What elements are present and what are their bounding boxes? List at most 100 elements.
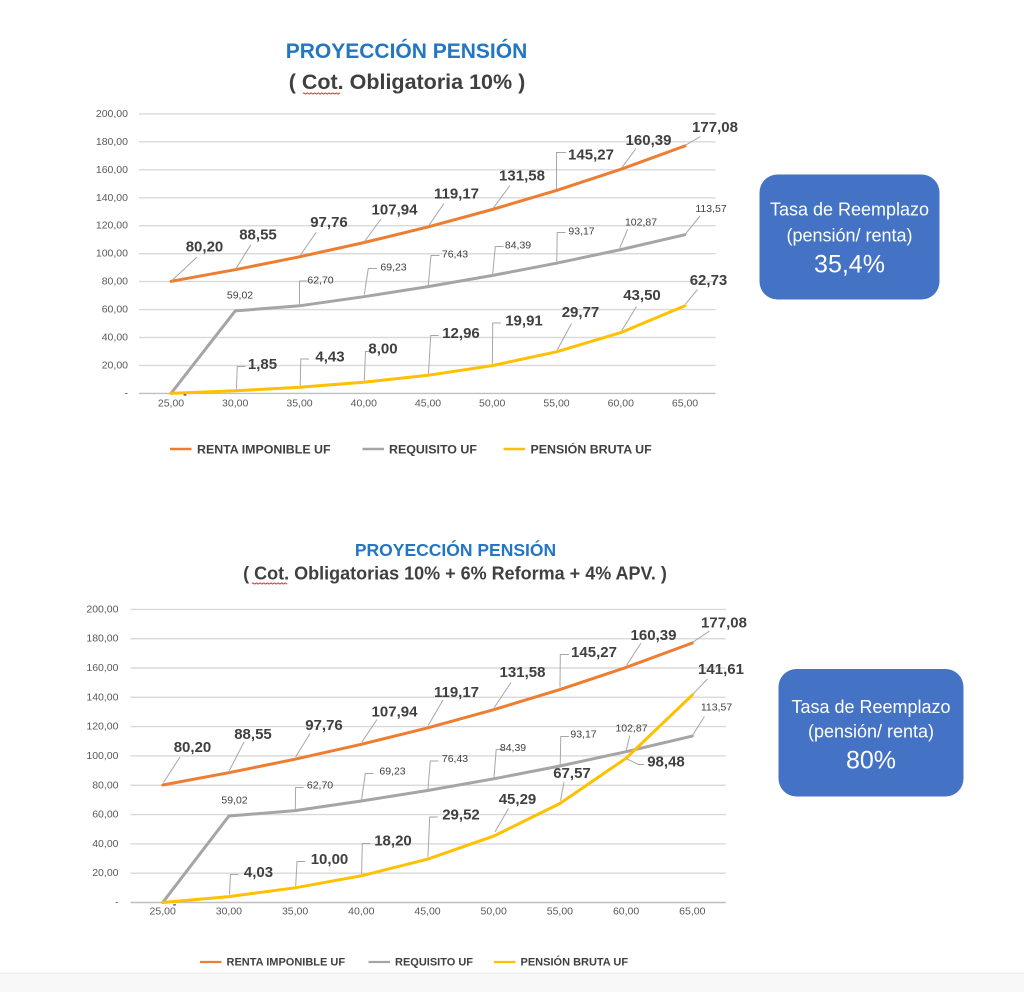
svg-text:76,43: 76,43	[442, 249, 468, 261]
svg-text:80%: 80%	[846, 747, 896, 775]
svg-text:-: -	[183, 389, 187, 401]
svg-text:200,00: 200,00	[86, 603, 118, 615]
svg-text:62,70: 62,70	[307, 780, 333, 792]
svg-text:25,00: 25,00	[150, 906, 176, 918]
svg-text:55,00: 55,00	[547, 906, 573, 918]
svg-text:102,87: 102,87	[625, 217, 657, 229]
svg-text:84,39: 84,39	[505, 240, 531, 252]
svg-text:76,43: 76,43	[442, 753, 468, 765]
svg-text:Tasa de Reemplazo: Tasa de Reemplazo	[791, 697, 950, 717]
svg-text:119,17: 119,17	[434, 186, 479, 203]
svg-text:160,00: 160,00	[86, 662, 118, 674]
svg-text:25,00: 25,00	[158, 398, 184, 410]
svg-text:60,00: 60,00	[92, 809, 118, 821]
svg-text:-: -	[125, 387, 129, 399]
svg-text:141,61: 141,61	[698, 661, 744, 678]
svg-text:RENTA IMPONIBLE UF: RENTA IMPONIBLE UF	[227, 957, 346, 969]
svg-text:18,20: 18,20	[374, 833, 412, 850]
svg-text:97,76: 97,76	[305, 717, 343, 734]
svg-text:59,02: 59,02	[221, 795, 247, 807]
svg-text:40,00: 40,00	[102, 332, 128, 344]
svg-text:PROYECCIÓN PENSIÓN: PROYECCIÓN PENSIÓN	[286, 39, 528, 63]
svg-text:200,00: 200,00	[96, 108, 128, 120]
svg-text:PENSIÓN BRUTA UF: PENSIÓN BRUTA UF	[531, 442, 653, 457]
svg-text:67,57: 67,57	[553, 765, 591, 782]
svg-text:145,27: 145,27	[568, 147, 614, 164]
svg-text:20,00: 20,00	[102, 359, 128, 371]
svg-text:Tasa de Reemplazo: Tasa de Reemplazo	[770, 200, 929, 220]
svg-text:65,00: 65,00	[679, 906, 705, 918]
svg-text:12,96: 12,96	[442, 325, 480, 342]
svg-text:131,58: 131,58	[499, 168, 545, 185]
svg-text:80,00: 80,00	[92, 779, 118, 791]
svg-text:30,00: 30,00	[216, 906, 242, 918]
svg-text:69,23: 69,23	[379, 766, 405, 778]
svg-text:113,57: 113,57	[695, 203, 726, 215]
svg-text:160,39: 160,39	[631, 627, 677, 644]
svg-text:145,27: 145,27	[571, 644, 617, 661]
svg-text:80,20: 80,20	[174, 739, 212, 756]
svg-text:113,57: 113,57	[701, 702, 732, 714]
svg-text:35,00: 35,00	[282, 906, 308, 918]
svg-text:120,00: 120,00	[86, 721, 118, 733]
svg-text:55,00: 55,00	[543, 398, 569, 410]
svg-text:( Cot. Obligatoria 10% ): ( Cot. Obligatoria 10% )	[289, 70, 526, 94]
svg-text:35,00: 35,00	[286, 398, 312, 410]
svg-text:( Cot. Obligatorias 10% + 6% R: ( Cot. Obligatorias 10% + 6% Reforma + 4…	[243, 564, 667, 584]
svg-text:98,48: 98,48	[647, 754, 685, 771]
svg-text:50,00: 50,00	[481, 906, 507, 918]
svg-text:60,00: 60,00	[613, 906, 639, 918]
svg-text:1,85: 1,85	[248, 356, 277, 373]
svg-text:88,55: 88,55	[239, 227, 277, 244]
svg-text:45,00: 45,00	[415, 398, 441, 410]
svg-text:REQUISITO UF: REQUISITO UF	[395, 957, 473, 969]
svg-text:180,00: 180,00	[96, 136, 128, 148]
svg-text:40,00: 40,00	[351, 398, 377, 410]
svg-text:88,55: 88,55	[234, 726, 272, 743]
svg-text:20,00: 20,00	[92, 867, 118, 879]
svg-text:-: -	[115, 897, 119, 909]
svg-text:69,23: 69,23	[380, 262, 406, 274]
svg-text:84,39: 84,39	[500, 742, 526, 754]
svg-text:100,00: 100,00	[96, 248, 128, 260]
svg-text:97,76: 97,76	[310, 214, 348, 231]
svg-text:43,50: 43,50	[623, 287, 661, 304]
svg-text:119,17: 119,17	[434, 684, 479, 701]
svg-text:-: -	[173, 899, 177, 911]
svg-text:8,00: 8,00	[368, 341, 397, 358]
svg-text:4,43: 4,43	[315, 349, 344, 366]
svg-text:50,00: 50,00	[479, 398, 505, 410]
svg-text:REQUISITO UF: REQUISITO UF	[389, 443, 477, 457]
svg-text:(pensión/ renta): (pensión/ renta)	[808, 722, 934, 742]
svg-text:4,03: 4,03	[244, 864, 273, 881]
svg-text:19,91: 19,91	[505, 313, 543, 330]
svg-text:65,00: 65,00	[672, 398, 698, 410]
svg-text:80,20: 80,20	[186, 239, 224, 256]
svg-text:107,94: 107,94	[372, 704, 419, 721]
svg-text:30,00: 30,00	[222, 398, 248, 410]
svg-text:45,00: 45,00	[414, 906, 440, 918]
svg-text:59,02: 59,02	[227, 290, 253, 302]
svg-text:45,29: 45,29	[499, 791, 537, 808]
svg-text:102,87: 102,87	[615, 723, 647, 735]
svg-text:100,00: 100,00	[86, 750, 118, 762]
svg-text:(pensión/ renta): (pensión/ renta)	[786, 226, 912, 246]
svg-text:180,00: 180,00	[86, 633, 118, 645]
svg-text:40,00: 40,00	[92, 838, 118, 850]
svg-text:93,17: 93,17	[570, 729, 596, 741]
svg-text:60,00: 60,00	[102, 304, 128, 316]
svg-text:35,4%: 35,4%	[814, 251, 885, 279]
svg-text:177,08: 177,08	[701, 615, 747, 632]
svg-text:131,58: 131,58	[500, 664, 546, 681]
svg-text:107,94: 107,94	[372, 202, 419, 219]
svg-text:177,08: 177,08	[692, 119, 738, 136]
svg-text:120,00: 120,00	[96, 220, 128, 232]
svg-text:140,00: 140,00	[86, 691, 118, 703]
svg-text:29,52: 29,52	[442, 807, 480, 824]
svg-text:140,00: 140,00	[96, 192, 128, 204]
svg-text:93,17: 93,17	[568, 226, 594, 238]
svg-text:10,00: 10,00	[311, 851, 349, 868]
svg-text:RENTA IMPONIBLE UF: RENTA IMPONIBLE UF	[197, 443, 331, 457]
svg-text:62,70: 62,70	[307, 275, 333, 287]
svg-text:29,77: 29,77	[562, 304, 600, 321]
